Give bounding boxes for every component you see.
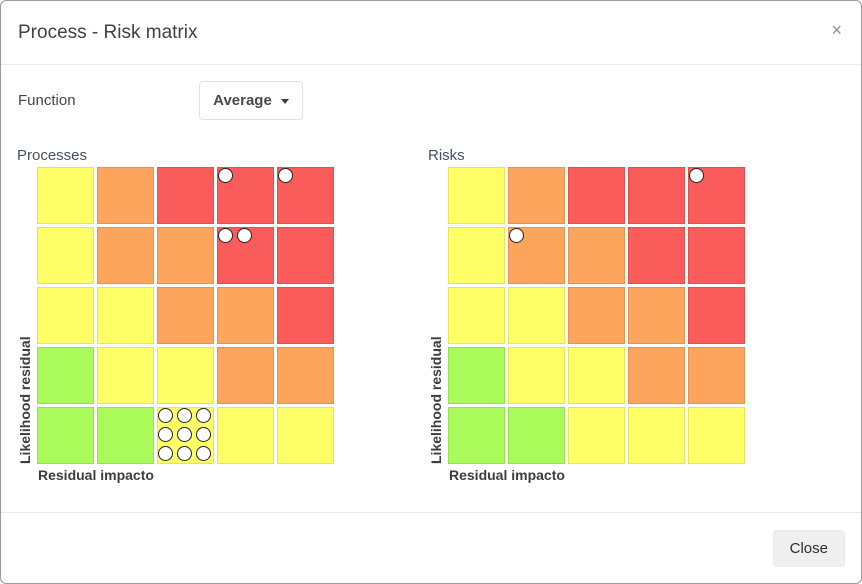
matrix-cell xyxy=(97,227,154,284)
matrix-cell xyxy=(97,167,154,224)
matrix-cell xyxy=(508,407,565,464)
matrix-cell xyxy=(217,347,274,404)
matrix-cell xyxy=(277,347,334,404)
risk-dot[interactable] xyxy=(177,427,192,442)
matrix-cell xyxy=(37,347,94,404)
matrix-cell xyxy=(37,167,94,224)
matrix-cell xyxy=(277,227,334,284)
y-axis-label: Likelihood residual xyxy=(17,336,33,464)
matrix-title-processes: Processes xyxy=(17,147,88,164)
processes-matrix-group: Processes Likelihood residual Residual i… xyxy=(17,147,347,487)
matrix-cell xyxy=(97,347,154,404)
matrix-cell xyxy=(448,407,505,464)
matrix-cell xyxy=(277,287,334,344)
matrix-cell xyxy=(157,227,214,284)
matrix-cell xyxy=(688,407,745,464)
risk-dot[interactable] xyxy=(196,408,211,423)
matrix-cell xyxy=(628,167,685,224)
matrix-cell xyxy=(508,287,565,344)
matrix-cell xyxy=(448,287,505,344)
matrix-cell xyxy=(568,167,625,224)
function-dropdown[interactable]: Average xyxy=(199,81,303,120)
matrix-cell xyxy=(277,407,334,464)
header-divider xyxy=(1,64,861,65)
matrix-cell xyxy=(37,287,94,344)
x-axis-label: Residual impacto xyxy=(449,467,565,483)
dialog-title: Process - Risk matrix xyxy=(18,22,198,43)
matrix-cell xyxy=(688,347,745,404)
risks-matrix-grid xyxy=(448,167,745,464)
matrix-cell xyxy=(568,227,625,284)
risk-dot[interactable] xyxy=(689,168,704,183)
risks-matrix-group: Risks Likelihood residual Residual impac… xyxy=(428,147,758,487)
risk-dot[interactable] xyxy=(196,446,211,461)
matrix-cell xyxy=(508,167,565,224)
matrix-cell xyxy=(688,287,745,344)
function-dropdown-value: Average xyxy=(213,92,272,109)
matrix-cell xyxy=(568,407,625,464)
processes-matrix-grid xyxy=(37,167,334,464)
risk-dot[interactable] xyxy=(218,228,233,243)
risk-dot[interactable] xyxy=(177,446,192,461)
matrix-cell xyxy=(508,347,565,404)
matrix-cell xyxy=(448,227,505,284)
matrix-cell xyxy=(217,287,274,344)
matrix-cell xyxy=(157,167,214,224)
risk-dot[interactable] xyxy=(218,168,233,183)
matrix-cell xyxy=(97,407,154,464)
matrix-cell xyxy=(37,407,94,464)
x-axis-label: Residual impacto xyxy=(38,467,154,483)
footer-divider xyxy=(1,512,861,513)
risk-dot[interactable] xyxy=(158,446,173,461)
risk-dot[interactable] xyxy=(509,228,524,243)
close-icon[interactable]: × xyxy=(831,20,842,40)
matrix-cell xyxy=(448,347,505,404)
matrix-cell xyxy=(568,287,625,344)
risk-dot[interactable] xyxy=(196,427,211,442)
matrix-cell xyxy=(37,227,94,284)
y-axis-label: Likelihood residual xyxy=(428,336,444,464)
function-label: Function xyxy=(18,92,76,109)
matrix-cell xyxy=(628,407,685,464)
matrix-cell xyxy=(448,167,505,224)
matrix-cell xyxy=(217,407,274,464)
caret-down-icon xyxy=(280,99,289,104)
matrix-cell xyxy=(157,347,214,404)
risk-dot[interactable] xyxy=(158,427,173,442)
matrix-cell xyxy=(568,347,625,404)
matrix-cell xyxy=(628,347,685,404)
matrix-cell xyxy=(97,287,154,344)
matrix-cell xyxy=(688,227,745,284)
risk-dot[interactable] xyxy=(278,168,293,183)
matrix-cell xyxy=(628,227,685,284)
risk-dot[interactable] xyxy=(177,408,192,423)
matrix-cell xyxy=(628,287,685,344)
matrix-cell xyxy=(157,287,214,344)
risk-dot[interactable] xyxy=(237,228,252,243)
risk-dot[interactable] xyxy=(158,408,173,423)
matrix-title-risks: Risks xyxy=(428,147,465,164)
close-button[interactable]: Close xyxy=(772,530,845,567)
